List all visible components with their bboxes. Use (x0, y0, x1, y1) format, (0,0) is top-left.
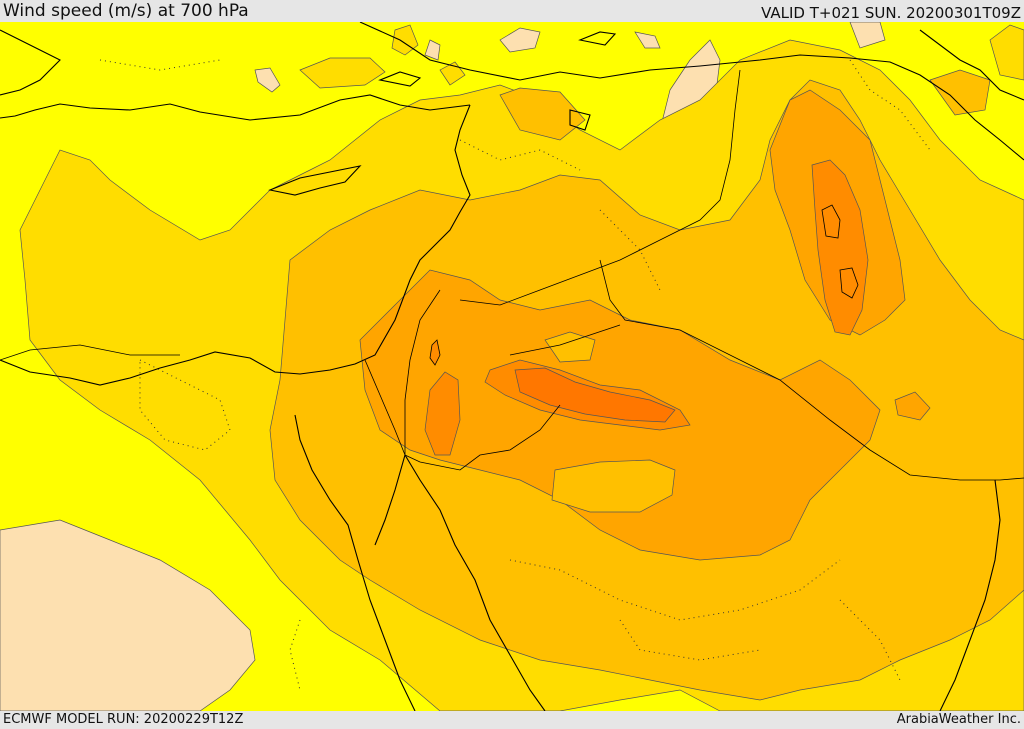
band6-areas (514, 367, 676, 423)
political-borders (0, 69, 1024, 481)
dotted-isotachs (99, 59, 931, 691)
coastlines (0, 22, 1024, 711)
wind-speed-map (0, 22, 1024, 711)
model-run: ECMWF MODEL RUN: 20200229T12Z (3, 712, 244, 727)
map-canvas (0, 22, 1024, 711)
weak-pockets (544, 331, 676, 513)
map-title: Wind speed (m/s) at 700 hPa (3, 1, 249, 21)
credit: ArabiaWeather Inc. (896, 712, 1021, 727)
map-footer: ECMWF MODEL RUN: 20200229T12Z ArabiaWeat… (0, 711, 1024, 729)
map-header: Wind speed (m/s) at 700 hPa VALID T+021 … (0, 0, 1024, 22)
valid-time: VALID T+021 SUN. 20200301T09Z (761, 4, 1021, 22)
lakes (429, 204, 859, 366)
